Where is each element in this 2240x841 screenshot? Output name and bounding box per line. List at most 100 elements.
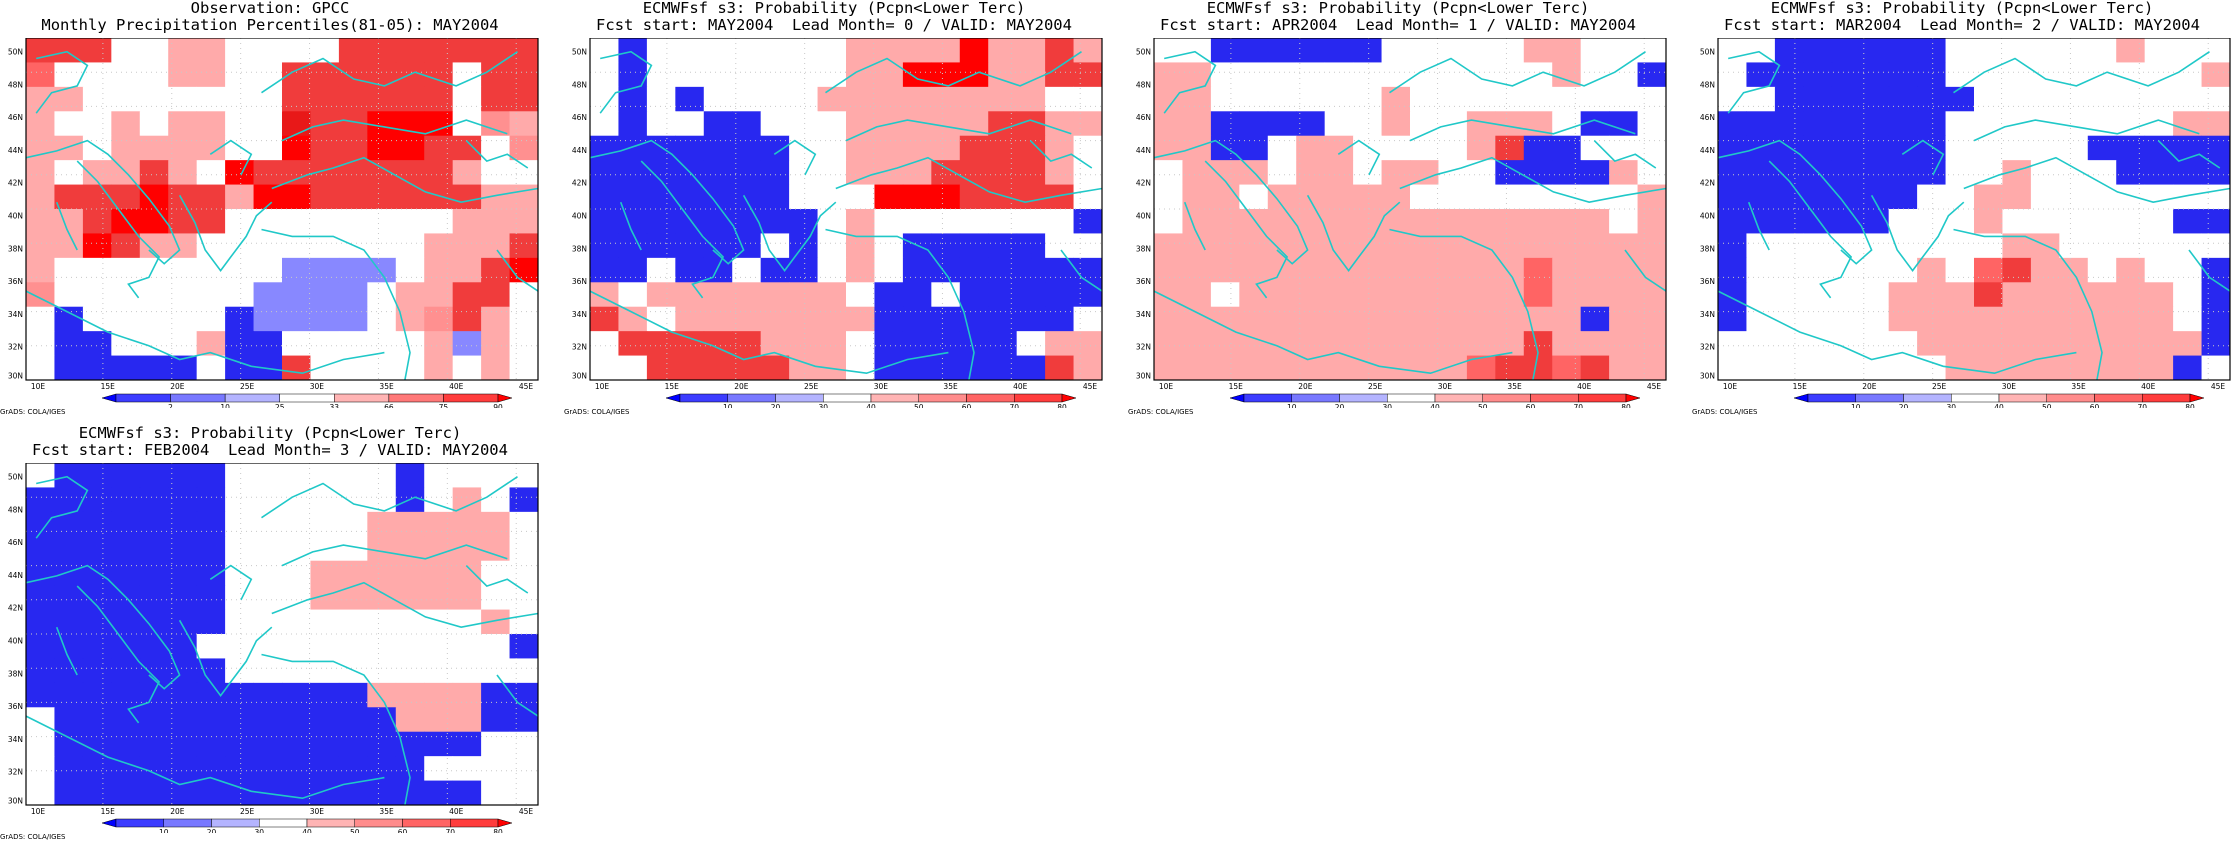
grid-cell [817, 331, 847, 356]
grid-cell [310, 257, 340, 283]
lat-tick-label: 34N [8, 735, 23, 744]
coastline [1953, 228, 2103, 381]
grid-cell [1210, 209, 1240, 234]
grid-cell [1917, 160, 1946, 185]
colorbar-segment [2094, 393, 2143, 403]
grid-cell [196, 731, 226, 757]
grid-cell [817, 111, 847, 137]
probability-map: 50N 48N 46N 44N 42N 40N 38N 36N 34N 32N 30N 10E 15E 2… [1700, 38, 2231, 408]
grid-cell [1154, 62, 1183, 88]
grid-cell [310, 780, 340, 806]
grid-cell [789, 135, 818, 161]
lon-tick-label: 10E [1723, 382, 1738, 391]
grid-cell [2002, 86, 2032, 112]
grid-cell [646, 306, 676, 332]
grid-cell [225, 111, 254, 137]
grid-cell [282, 731, 311, 757]
grid-cell [675, 135, 705, 161]
grid-cell [1774, 355, 1804, 381]
grid-cell [139, 463, 169, 488]
grid-cell [1495, 306, 1525, 332]
lon-tick-label: 45E [519, 382, 534, 391]
grid-cell [1945, 160, 1975, 185]
coastline [1204, 160, 1289, 299]
grid-cell [282, 282, 311, 308]
grid-cell [1974, 306, 2003, 332]
grid-cell [1353, 62, 1382, 88]
grid-cell [789, 38, 818, 63]
grid-cell [1803, 38, 1833, 63]
coastline [209, 139, 253, 176]
grid-cell [139, 511, 169, 537]
grid-cell [1296, 282, 1326, 308]
grid-cell [168, 536, 198, 562]
grid-cell [1073, 282, 1103, 308]
colorbar: 210253366759098 [101, 393, 513, 408]
grid-cell [2201, 209, 2231, 234]
grid-cell [2144, 209, 2174, 234]
grid-cell [1353, 86, 1382, 112]
lon-tick-label: 10E [595, 382, 610, 391]
grid-cell [1637, 233, 1667, 259]
colorbar-segment [966, 393, 1015, 403]
grid-cell [338, 86, 368, 112]
grid-cell [1637, 257, 1667, 283]
grid-cell [817, 38, 847, 63]
grid-cell [789, 184, 818, 210]
coastline [55, 201, 78, 251]
grid-cell [1718, 355, 1747, 381]
grid-cell [253, 707, 283, 733]
coastline [1717, 290, 2077, 375]
grid-cell [253, 511, 283, 537]
lat-tick-label: 42N [1700, 179, 1715, 188]
panel-subtitle: Fcst start: FEB2004 Lead Month= 3 / VALI… [32, 441, 508, 459]
map-frame [1153, 38, 1667, 381]
grid-cell [1774, 306, 1804, 332]
grid-cell [1296, 233, 1326, 259]
grid-cell [481, 233, 510, 259]
grid-cell [509, 536, 539, 562]
grid-cell [282, 511, 311, 537]
grid-cell [1609, 86, 1638, 112]
coastline [1963, 156, 2231, 204]
grid-cell [1045, 135, 1074, 161]
grid-cell [1974, 331, 2003, 356]
grid-cell [481, 331, 510, 356]
coastline [76, 160, 161, 299]
grid-cell [2087, 86, 2117, 112]
grid-cell [395, 511, 425, 537]
grid-cell [139, 536, 169, 562]
colorbar-label: 50 [914, 403, 924, 408]
grid-cell [988, 331, 1018, 356]
grid-cell [111, 487, 141, 513]
grid-cell [1974, 209, 2003, 234]
grid-cell [646, 209, 676, 234]
grid-cell [139, 780, 169, 806]
grid-cell [1154, 306, 1183, 332]
grid-cell [1016, 38, 1046, 63]
grid-cell [196, 135, 226, 161]
grid-cell [1552, 209, 1582, 234]
coastlines [25, 50, 539, 381]
grid-cell [395, 355, 425, 381]
grid-cell [26, 780, 55, 806]
grid-cell [760, 184, 790, 210]
grid-cell [618, 184, 648, 210]
lon-tick-label: 30E [310, 807, 325, 816]
grid-cell [618, 111, 648, 137]
grid-cell [1016, 184, 1046, 210]
grid-cell [54, 634, 84, 659]
grid-cell [732, 306, 762, 332]
grid-cell [196, 62, 226, 88]
grid-cell [1466, 306, 1496, 332]
grid-cell [1774, 38, 1804, 63]
grid-cell [26, 487, 55, 513]
grid-cell [196, 306, 226, 332]
grid-cell [2087, 233, 2117, 259]
coastline [496, 674, 539, 717]
grid-cell [1154, 184, 1183, 210]
grid-cell [225, 86, 254, 112]
grid-cell [1552, 184, 1582, 210]
grid-cell [817, 86, 847, 112]
colorbar-segment [101, 393, 117, 403]
